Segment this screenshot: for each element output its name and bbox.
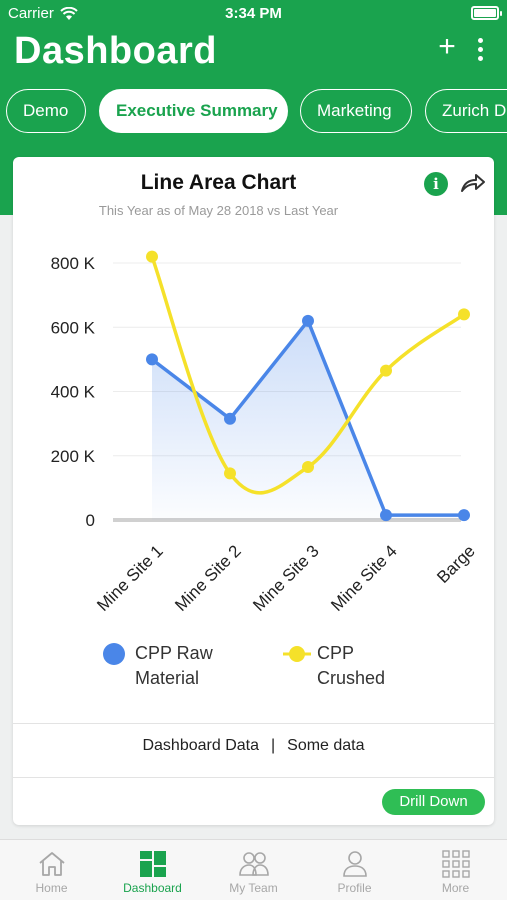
tabbar-label: Dashboard xyxy=(123,881,182,895)
tabbar-label: My Team xyxy=(229,881,278,895)
tabbar-label: Profile xyxy=(337,881,372,895)
y-tick-label: 200 K xyxy=(51,447,96,466)
tab-marketing[interactable]: Marketing xyxy=(300,89,412,133)
y-tick-label: 0 xyxy=(86,511,95,530)
tab-demo[interactable]: Demo xyxy=(6,89,86,133)
tabbar-label: Home xyxy=(35,881,68,895)
blue-dot-icon xyxy=(103,643,125,665)
status-bar: Carrier 3:34 PM xyxy=(0,0,507,28)
bottom-tab-bar: Home Dashboard My Team Profile xyxy=(0,839,507,900)
x-tick-label: Barge xyxy=(433,541,479,587)
page-title: Dashboard xyxy=(14,30,217,72)
profile-icon xyxy=(343,851,367,877)
footer-some-data: Some data xyxy=(287,737,365,754)
legend-item-cpp-raw-material[interactable]: CPP Raw Material xyxy=(101,641,215,691)
data-point xyxy=(146,250,158,263)
divider xyxy=(13,777,494,778)
grid-icon xyxy=(442,850,470,878)
legend-label-line2: Material xyxy=(135,668,200,688)
carrier-info: Carrier xyxy=(8,5,78,22)
drill-down-button[interactable]: Drill Down xyxy=(382,789,485,815)
data-point xyxy=(302,314,314,327)
status-time: 3:34 PM xyxy=(225,5,282,22)
tabbar-profile[interactable]: Profile xyxy=(304,840,405,900)
tabbar-label: More xyxy=(441,881,470,895)
share-icon[interactable] xyxy=(458,169,486,197)
divider xyxy=(13,723,494,724)
chart-legend: CPP Raw Material CPP Crushed xyxy=(13,641,494,701)
y-tick-label: 800 K xyxy=(51,254,96,273)
chart-card: Line Area Chart This Year as of May 28 2… xyxy=(13,157,494,825)
data-point xyxy=(224,467,236,480)
footer-dashboard-data: Dashboard Data xyxy=(142,737,259,754)
home-icon xyxy=(39,852,65,876)
add-button[interactable]: + xyxy=(438,30,456,63)
team-icon xyxy=(239,852,269,876)
tab-zurich-dashboard[interactable]: Zurich Dashboard xyxy=(425,89,507,133)
series-area xyxy=(152,320,464,520)
info-icon[interactable]: i xyxy=(424,172,448,196)
data-point xyxy=(146,353,158,366)
tabbar-more[interactable]: More xyxy=(405,840,506,900)
tabbar-dashboard[interactable]: Dashboard xyxy=(102,840,203,900)
y-tick-label: 600 K xyxy=(51,318,96,337)
data-point xyxy=(224,412,236,425)
data-point xyxy=(458,509,470,522)
footer-separator: | xyxy=(270,737,276,754)
card-footer: Dashboard Data | Some data xyxy=(13,737,494,755)
y-tick-label: 400 K xyxy=(51,383,96,402)
tab-executive-summary[interactable]: Executive Summary xyxy=(99,89,288,133)
tabbar-home[interactable]: Home xyxy=(1,840,102,900)
dashboard-tabs: Demo Executive Summary Marketing Zurich … xyxy=(0,89,507,135)
more-options-button[interactable] xyxy=(470,34,490,64)
chart-subtitle: This Year as of May 28 2018 vs Last Year xyxy=(98,203,339,218)
wifi-icon xyxy=(60,6,78,20)
x-tick-label: Mine Site 2 xyxy=(171,541,245,615)
x-tick-label: Mine Site 4 xyxy=(327,541,401,615)
dashboard-icon xyxy=(140,851,166,877)
x-tick-label: Mine Site 1 xyxy=(93,541,167,615)
legend-label-line1: CPP Raw xyxy=(135,643,213,663)
legend-label-line1: CPP xyxy=(317,643,355,663)
chart-title: Line Area Chart xyxy=(140,171,297,194)
data-point xyxy=(380,509,392,522)
data-point xyxy=(302,460,314,473)
yellow-line-marker-icon xyxy=(283,646,311,662)
legend-label-line2: Crushed xyxy=(317,668,386,688)
x-tick-label: Mine Site 3 xyxy=(249,541,323,615)
carrier-label: Carrier xyxy=(8,5,54,22)
tabbar-my-team[interactable]: My Team xyxy=(203,840,304,900)
data-point xyxy=(380,364,392,377)
data-point xyxy=(458,308,470,321)
legend-item-cpp-crushed[interactable]: CPP Crushed xyxy=(281,641,397,691)
battery-icon xyxy=(471,6,502,20)
series-line xyxy=(150,255,466,495)
